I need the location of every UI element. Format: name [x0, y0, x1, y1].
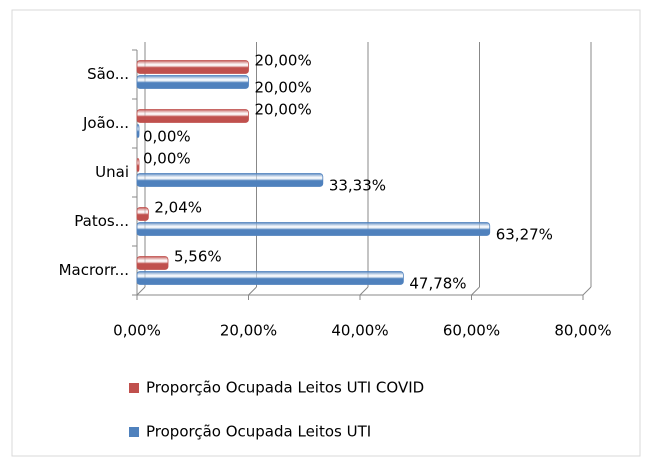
data-label: 63,27% [496, 226, 553, 244]
bar [136, 222, 491, 236]
legend-label: Proporção Ocupada Leitos UTI COVID [146, 379, 424, 397]
grid-line [136, 286, 146, 296]
x-tick-label: 20,00% [220, 322, 277, 340]
legend-label: Proporção Ocupada Leitos UTI [146, 423, 371, 441]
bar [136, 173, 324, 187]
x-tick-label: 60,00% [443, 322, 500, 340]
x-tick-label: 40,00% [331, 322, 388, 340]
data-label: 20,00% [255, 79, 312, 97]
grid-line [471, 286, 480, 296]
y-tick-label: Patos... [74, 212, 129, 230]
bar [136, 256, 169, 270]
x-tick-label: 0,00% [113, 322, 161, 340]
y-tick-label: João... [82, 114, 129, 132]
data-label: 2,04% [154, 199, 202, 217]
data-label: 47,78% [409, 275, 466, 293]
grid-line [582, 286, 592, 296]
bar [136, 109, 249, 123]
x-tick-label: 80,00% [554, 322, 611, 340]
data-label: 20,00% [255, 52, 312, 70]
y-tick-label: Unai [95, 163, 129, 181]
bar [136, 75, 249, 89]
bar [136, 158, 140, 172]
legend-swatch [129, 383, 139, 393]
data-label: 0,00% [143, 150, 191, 168]
data-label: 33,33% [329, 177, 386, 195]
data-label: 5,56% [174, 248, 222, 266]
grid-line [248, 286, 257, 296]
bar [136, 271, 404, 285]
y-tick-label: Macrorr... [59, 261, 129, 279]
bar [136, 124, 140, 138]
grid-line [359, 286, 369, 296]
y-tick-label: São... [87, 65, 129, 83]
data-label: 0,00% [143, 128, 191, 146]
bar [136, 60, 249, 74]
bar [136, 207, 149, 221]
legend-swatch [129, 427, 139, 437]
data-label: 20,00% [255, 101, 312, 119]
